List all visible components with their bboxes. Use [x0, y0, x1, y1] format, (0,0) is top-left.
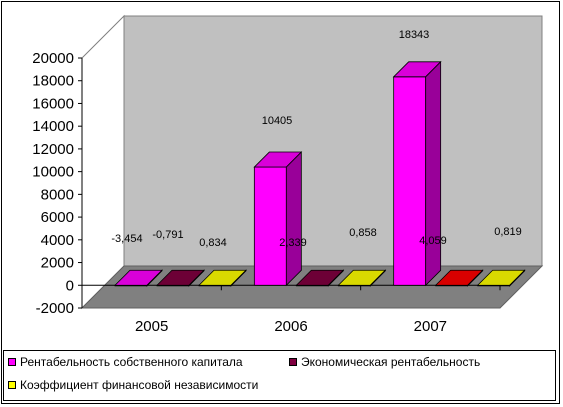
data-label: -3,454 — [111, 233, 142, 245]
y-tick-label: 8000 — [41, 186, 74, 203]
bar-2-1 — [434, 269, 484, 287]
bar-front-face — [393, 76, 427, 286]
bar-side-face — [230, 269, 247, 287]
legend-item-roe: Рентабельность собственного капитала — [8, 355, 243, 369]
bar-0-0 — [114, 269, 163, 287]
y-tick-label: 12000 — [32, 141, 74, 158]
y-tick-label: 10000 — [32, 164, 74, 181]
data-label: 18343 — [399, 29, 430, 41]
bar-2-0 — [392, 60, 442, 287]
data-label: 2,339 — [279, 237, 307, 249]
x-category-label: 2007 — [414, 318, 447, 335]
legend-label-independence: Коэффициент финансовой независимости — [20, 378, 259, 392]
legend-item-independence: Коэффициент финансовой независимости — [8, 378, 258, 392]
x-category-label: 2006 — [274, 318, 307, 335]
bar-2-2 — [476, 269, 526, 287]
bar-front-face — [253, 166, 287, 286]
y-tick-label: 18000 — [32, 73, 74, 90]
bar-0-2 — [198, 269, 247, 287]
bar-side-face — [425, 60, 442, 287]
y-tick-label: -2000 — [36, 300, 74, 317]
chart-back-wall — [123, 15, 543, 267]
y-tick-label: 16000 — [32, 95, 74, 112]
bar-side-face — [188, 269, 205, 287]
bar-1-1 — [295, 269, 345, 287]
bar-side-face — [327, 269, 344, 287]
legend: Рентабельность собственного капитала Эко… — [3, 350, 556, 401]
legend-label-economic: Экономическая рентабельность — [301, 355, 481, 369]
legend-item-economic: Экономическая рентабельность — [289, 355, 480, 369]
bar-side-face — [467, 269, 484, 287]
legend-swatch-independence — [8, 381, 16, 389]
bar-side-face — [369, 269, 386, 287]
data-label: 0,819 — [494, 226, 522, 238]
bar-side-face — [509, 269, 526, 287]
y-tick-label: 20000 — [32, 50, 74, 67]
legend-swatch-roe — [8, 358, 16, 366]
bar-1-0 — [253, 151, 303, 287]
y-tick-label: 0 — [66, 277, 74, 294]
x-category-label: 2005 — [135, 318, 168, 335]
legend-label-roe: Рентабельность собственного капитала — [20, 355, 243, 369]
bar-1-2 — [337, 269, 387, 287]
chart-area: 2000018000160001400012000100008000600040… — [32, 14, 544, 335]
data-label: 10405 — [262, 115, 293, 127]
y-tick-label: 4000 — [41, 232, 74, 249]
y-tick-label: 6000 — [41, 209, 74, 226]
y-tick-label: 2000 — [41, 255, 74, 272]
data-label: 0,858 — [349, 227, 377, 239]
y-tick-label: 14000 — [32, 118, 74, 135]
data-label: 0,834 — [199, 237, 227, 249]
data-label: -0,791 — [152, 229, 183, 241]
legend-swatch-economic — [289, 358, 297, 366]
bar-side-face — [285, 151, 302, 287]
data-label: 4,059 — [419, 235, 447, 247]
chart-side-wall — [81, 14, 125, 310]
bar-0-1 — [156, 269, 205, 287]
bar-side-face — [146, 269, 163, 287]
